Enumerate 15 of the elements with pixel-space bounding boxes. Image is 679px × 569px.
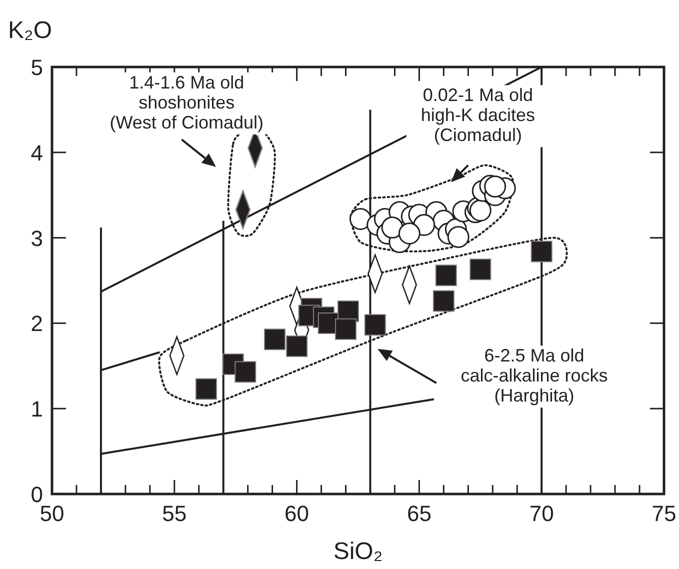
x-axis-title: SiO₂ <box>333 538 383 565</box>
x-tick-label: 65 <box>406 501 432 526</box>
annotation: 1.4-1.6 Ma old shoshonites (West of Ciomadul) <box>110 72 264 132</box>
y-tick-label: 5 <box>30 55 43 80</box>
y-tick-label: 2 <box>30 311 43 336</box>
annotation: 0.02-1 Ma old high-K dacites (Ciomadul) <box>420 85 535 146</box>
y-tick-label: 3 <box>30 226 43 251</box>
y-tick-label: 4 <box>30 140 43 166</box>
x-tick-label: 60 <box>284 501 310 526</box>
y-axis-title: K₂O <box>8 17 52 44</box>
y-tick-label: 1 <box>30 396 43 422</box>
x-tick-label: 70 <box>529 501 554 526</box>
x-tick-label: 55 <box>162 501 187 526</box>
annotation: 6-2.5 Ma old calc-alkaline rocks (Harghita) <box>460 346 608 406</box>
x-tick-label: 75 <box>652 501 676 526</box>
